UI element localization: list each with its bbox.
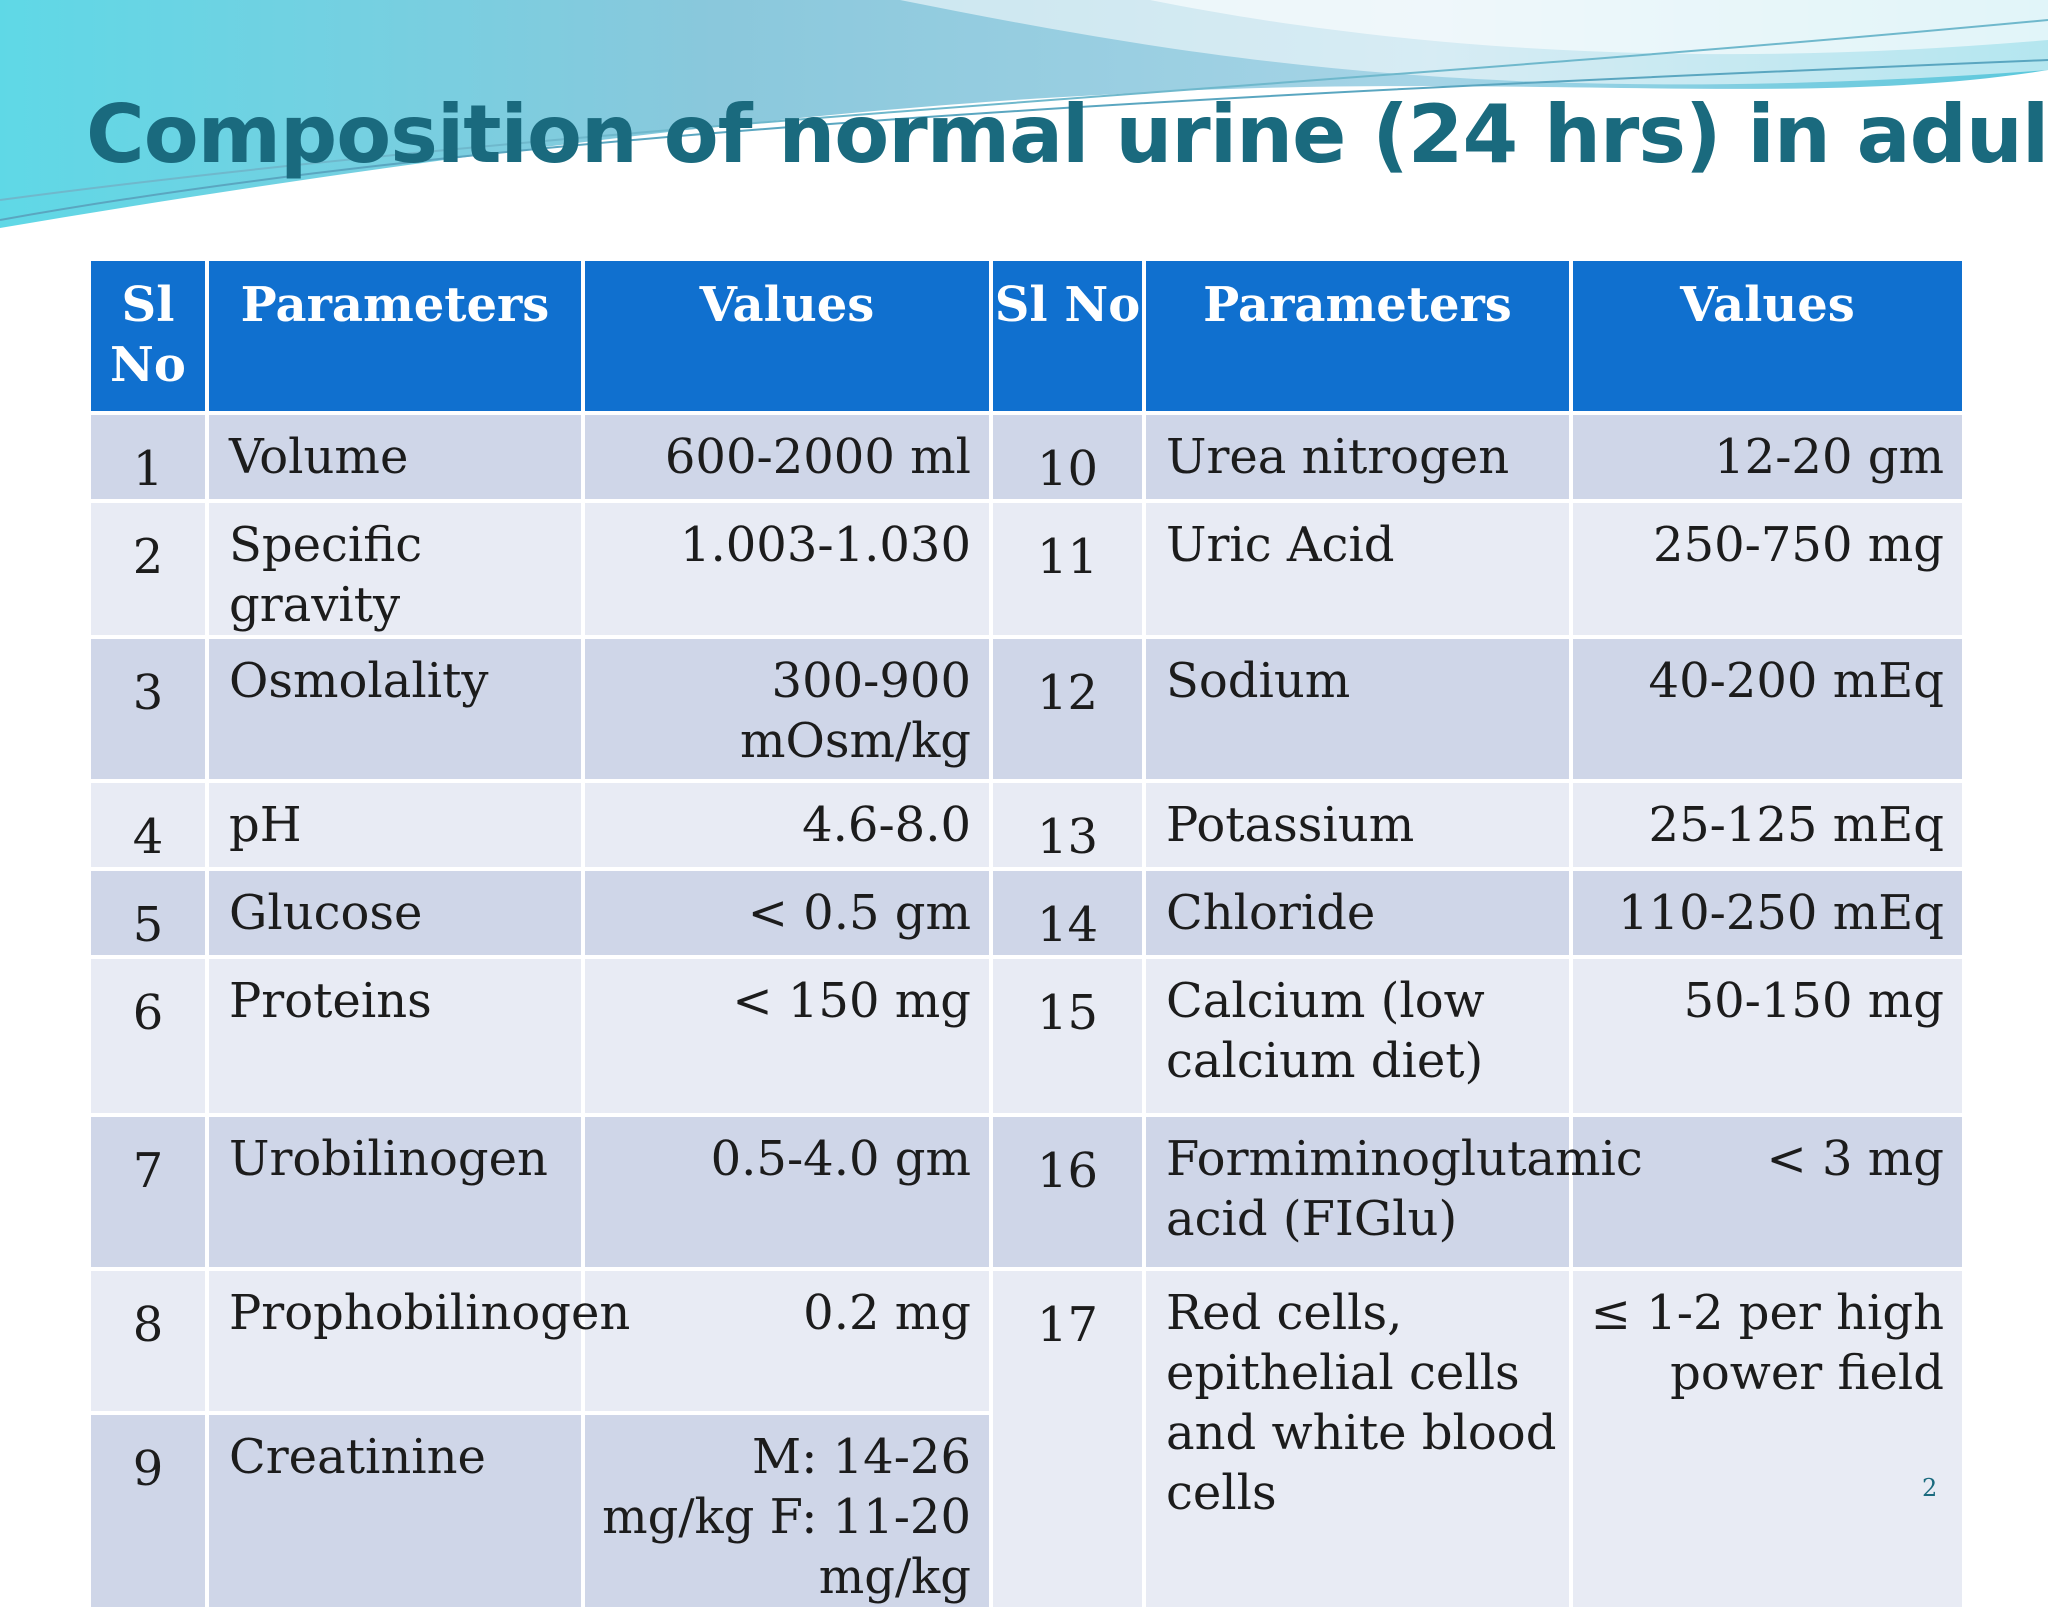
parameter-cell: Urobilinogen	[205, 1113, 585, 1271]
parameter-cell: Glucose	[205, 867, 585, 959]
header-parameters-2: Parameters	[1142, 257, 1573, 415]
value-cell: 12-20 gm	[1569, 411, 1966, 503]
table-row: 1 Volume 600-2000 ml 10 Urea nitrogen 12…	[87, 411, 1966, 503]
parameter-cell: Formiminoglutamic acid (FIGlu)	[1142, 1113, 1643, 1271]
page-number: 2	[1922, 1474, 1938, 1502]
header-values-2: Values	[1569, 257, 1966, 415]
sl-no-cell: 3	[87, 635, 209, 783]
sl-no-cell: 13	[989, 779, 1146, 871]
parameter-cell: Volume	[205, 411, 585, 503]
parameter-cell: Proteins	[205, 955, 585, 1117]
value-cell: < 3 mg	[1569, 1113, 1966, 1271]
table-row: 5 Glucose < 0.5 gm 14 Chloride 110-250 m…	[87, 867, 1966, 959]
value-cell: ≤ 1-2 per high power field	[1569, 1267, 1966, 1611]
sl-no-cell: 11	[989, 499, 1146, 639]
parameter-cell: pH	[205, 779, 585, 871]
parameter-cell: Urea nitrogen	[1142, 411, 1573, 503]
value-cell: 50-150 mg	[1569, 955, 1966, 1117]
value-cell: 300-900 mOsm/kg	[581, 635, 993, 783]
sl-no-cell: 15	[989, 955, 1146, 1117]
sl-no-cell: 2	[87, 499, 209, 639]
parameter-cell: Red cells, epithelial cells and white bl…	[1142, 1267, 1573, 1611]
value-cell: < 150 mg	[581, 955, 993, 1117]
parameter-cell: Osmolality	[205, 635, 585, 783]
value-cell: 4.6-8.0	[581, 779, 993, 871]
value-cell: 0.2 mg	[581, 1267, 993, 1415]
table-header-row: Sl No Parameters Values Sl No Parameters…	[87, 257, 1966, 415]
sl-no-cell: 6	[87, 955, 209, 1117]
header-sl-no-2: Sl No	[989, 257, 1146, 415]
value-cell: M: 14-26 mg/kg F: 11-20 mg/kg	[581, 1411, 993, 1611]
table-row: 6 Proteins < 150 mg 15 Calcium (low calc…	[87, 955, 1966, 1117]
parameter-cell: Sodium	[1142, 635, 1573, 783]
parameter-cell: Potassium	[1142, 779, 1573, 871]
parameter-cell: Specific gravity	[205, 499, 585, 639]
table-row: 7 Urobilinogen 0.5-4.0 gm 16 Formiminogl…	[87, 1113, 1966, 1271]
table-row: 4 pH 4.6-8.0 13 Potassium 25-125 mEq	[87, 779, 1966, 871]
sl-no-cell: 7	[87, 1113, 209, 1271]
value-cell: 1.003-1.030	[581, 499, 993, 639]
sl-no-cell: 16	[989, 1113, 1146, 1271]
parameter-cell: Creatinine	[205, 1411, 585, 1611]
sl-no-cell: 8	[87, 1267, 209, 1415]
sl-no-cell: 5	[87, 867, 209, 959]
parameter-cell: Prophobilinogen	[205, 1267, 630, 1415]
parameter-cell: Chloride	[1142, 867, 1573, 959]
sl-no-cell: 17	[989, 1267, 1146, 1611]
value-cell: 25-125 mEq	[1569, 779, 1966, 871]
parameter-cell: Calcium (low calcium diet)	[1142, 955, 1573, 1117]
sl-no-cell: 10	[989, 411, 1146, 503]
sl-no-cell: 4	[87, 779, 209, 871]
value-cell: 250-750 mg	[1569, 499, 1966, 639]
value-cell: 40-200 mEq	[1569, 635, 1966, 783]
value-cell: < 0.5 gm	[581, 867, 993, 959]
sl-no-cell: 14	[989, 867, 1146, 959]
slide-title: Composition of normal urine (24 hrs) in …	[86, 88, 2048, 181]
urine-composition-table: Sl No Parameters Values Sl No Parameters…	[87, 257, 1966, 1611]
value-cell: 0.5-4.0 gm	[581, 1113, 993, 1271]
header-values: Values	[581, 257, 993, 415]
sl-no-cell: 12	[989, 635, 1146, 783]
parameter-cell: Uric Acid	[1142, 499, 1573, 639]
header-sl-no: Sl No	[87, 257, 209, 415]
table-row: 2 Specific gravity 1.003-1.030 11 Uric A…	[87, 499, 1966, 639]
table-row: 8 Prophobilinogen 0.2 mg 17 Red cells, e…	[87, 1267, 1966, 1611]
sl-no-cell: 9	[87, 1411, 209, 1611]
header-parameters: Parameters	[205, 257, 585, 415]
value-cell: 110-250 mEq	[1569, 867, 1966, 959]
table-row: 3 Osmolality 300-900 mOsm/kg 12 Sodium 4…	[87, 635, 1966, 783]
value-cell: 600-2000 ml	[581, 411, 993, 503]
sl-no-cell: 1	[87, 411, 209, 503]
background-wave	[0, 0, 2048, 237]
